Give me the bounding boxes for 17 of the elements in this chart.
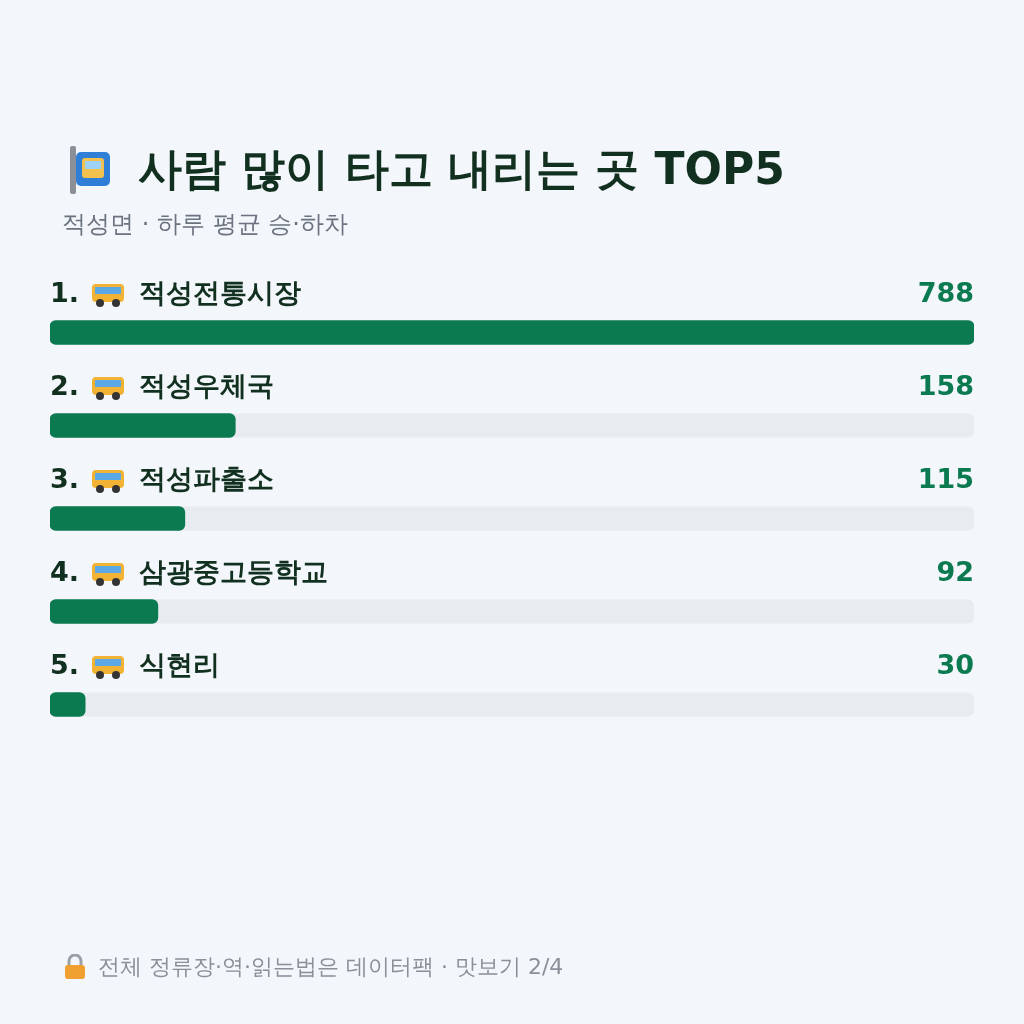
bar [50, 506, 186, 531]
data-label: 788 [917, 276, 974, 308]
data-label: 30 [936, 648, 974, 680]
data-label: 92 [936, 555, 974, 587]
chart-subtitle: 적성면 · 하루 평균 승·하차 [62, 209, 348, 240]
text: 전체 정류장·역·읽는법은 데이터팩 · 맛보기 2/4 [98, 953, 564, 981]
category-label: 2. 적성우체국 [50, 369, 275, 401]
category-label: 3. 적성파출소 [50, 462, 275, 494]
bar [50, 599, 159, 624]
category-label: 5. 식현리 [50, 648, 221, 680]
category-label: 1. 적성전통시장 [50, 276, 302, 308]
bar [50, 413, 236, 438]
category-label: 4. 삼광중고등학교 [50, 555, 329, 587]
data-label: 115 [917, 462, 974, 494]
chart-title: 사람 많이 타고 내리는 곳 TOP5 [138, 142, 785, 196]
bar [50, 692, 86, 717]
data-label: 158 [917, 369, 974, 401]
